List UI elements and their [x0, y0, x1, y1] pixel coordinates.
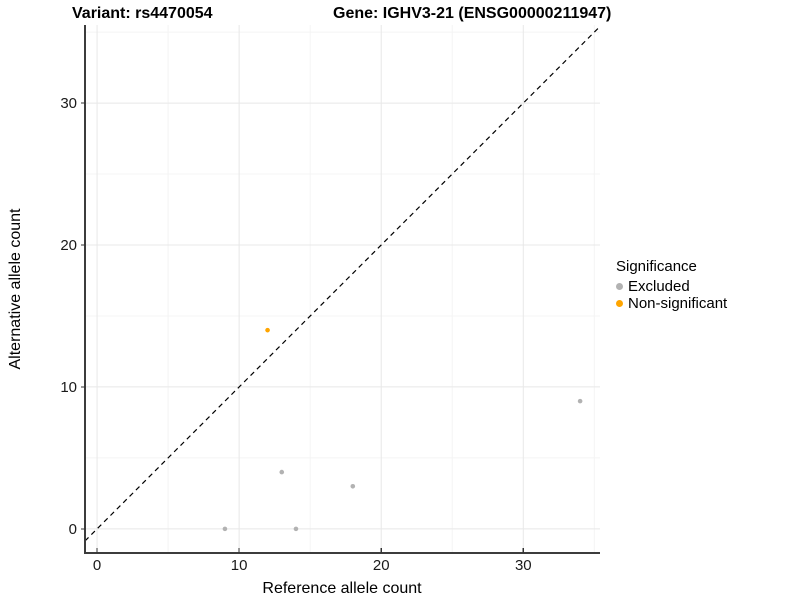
x-tick-label: 10	[231, 557, 248, 574]
legend-title: Significance	[616, 258, 697, 275]
x-tick-label: 30	[515, 557, 532, 574]
data-point	[222, 526, 228, 532]
data-point	[265, 327, 270, 333]
legend-item-label: Non-significant	[628, 295, 728, 312]
gene-title: Gene: IGHV3-21 (ENSG00000211947)	[333, 5, 612, 22]
y-tick-label: 30	[60, 95, 77, 112]
data-point	[350, 483, 356, 489]
identity-line	[84, 25, 601, 542]
non-significant-dot-icon	[616, 300, 623, 307]
legend: Significance Excluded Non-significant	[616, 258, 727, 312]
y-tick-label: 0	[69, 521, 77, 538]
legend-item-excluded: Excluded	[616, 278, 727, 295]
data-point	[577, 398, 583, 404]
y-tick-label: 10	[60, 379, 77, 396]
x-tick-label: 0	[93, 557, 101, 574]
legend-item-label: Excluded	[628, 278, 690, 295]
y-axis-title: Alternative allele count	[7, 208, 24, 370]
excluded-dot-icon	[616, 283, 623, 290]
variant-title: Variant: rs4470054	[72, 5, 213, 22]
x-tick-label: 20	[373, 557, 390, 574]
legend-item-non-significant: Non-significant	[616, 295, 727, 312]
data-point	[293, 526, 299, 532]
y-tick-label: 20	[60, 237, 77, 254]
x-axis-title: Reference allele count	[262, 580, 422, 597]
data-point	[279, 469, 285, 475]
